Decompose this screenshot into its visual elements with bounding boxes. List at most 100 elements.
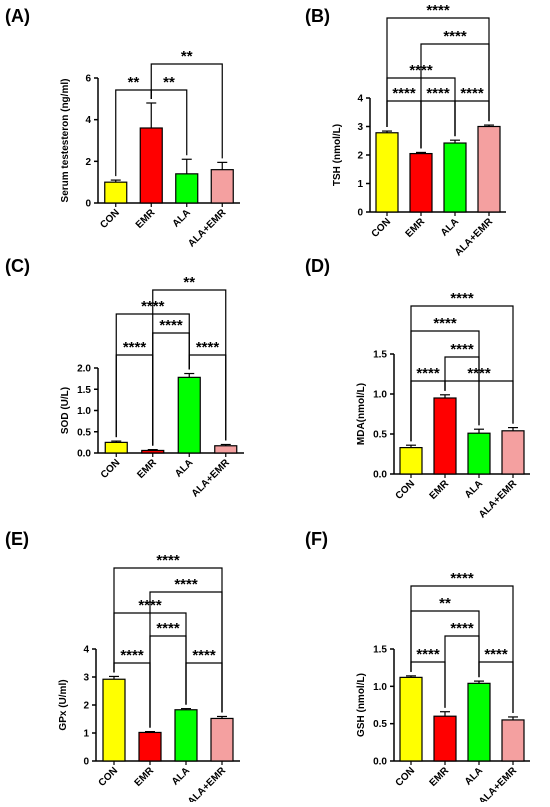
category-label: CON <box>394 765 418 789</box>
y-tick-label: 0.5 <box>373 430 387 441</box>
bar-ala-emr <box>214 445 238 454</box>
bar-ala-emr <box>210 717 234 762</box>
bar-emr <box>141 449 165 454</box>
bar-con <box>104 181 128 204</box>
category-label: ALA <box>463 478 485 500</box>
bar-emr <box>138 731 162 762</box>
panel-label: (B) <box>305 6 330 26</box>
y-tick-label: 0.0 <box>77 449 91 460</box>
significance-label: **** <box>426 2 450 19</box>
bar-emr <box>139 127 163 204</box>
y-tick-label: 0.5 <box>373 719 387 730</box>
y-axis-label: Serum testesteron (ng/ml) <box>60 79 71 203</box>
significance-label: ** <box>128 74 140 91</box>
bar-emr <box>409 152 433 213</box>
category-label: ALA+EMR <box>453 216 496 259</box>
y-tick-label: 0 <box>85 199 91 210</box>
bar-con <box>104 441 128 454</box>
significance-label: ** <box>439 595 451 612</box>
y-tick-label: 2 <box>85 157 91 168</box>
y-axis-label: TSH (nmol/L) <box>332 124 343 186</box>
significance-label: ** <box>181 48 193 65</box>
category-label: CON <box>99 457 123 481</box>
category-label: ALA <box>171 207 193 229</box>
bar-ala <box>467 432 491 475</box>
y-tick-label: 0 <box>357 208 363 219</box>
panel-label: (A) <box>5 6 30 26</box>
significance-label: **** <box>416 646 440 663</box>
y-tick-label: 1.5 <box>373 645 387 656</box>
significance-bracket <box>150 63 223 159</box>
significance-bracket <box>386 17 490 128</box>
y-axis-label: GSH (nmol/L) <box>356 673 367 737</box>
panel-label: (D) <box>305 256 330 276</box>
category-label: ALA+EMR <box>186 765 229 802</box>
category-label: ALA+EMR <box>477 765 520 802</box>
significance-label: **** <box>156 620 180 637</box>
y-tick-label: 4 <box>85 115 91 126</box>
category-label: ALA <box>439 216 461 238</box>
category-label: EMR <box>404 216 428 240</box>
bar-emr <box>433 715 457 762</box>
significance-label: **** <box>174 576 198 593</box>
y-axis-label: SOD (U/L) <box>60 387 71 434</box>
bar-emr <box>433 397 457 475</box>
category-label: CON <box>97 765 121 789</box>
significance-label: **** <box>443 28 467 45</box>
y-axis-label: MDA(nmol/L) <box>356 383 367 445</box>
y-tick-label: 1.0 <box>77 406 91 417</box>
significance-label: **** <box>196 339 220 356</box>
bar-ala-emr <box>501 430 525 475</box>
y-tick-label: 2 <box>357 151 363 162</box>
panel-label: (C) <box>5 256 30 276</box>
category-label: EMR <box>428 478 452 502</box>
significance-bracket <box>152 289 227 446</box>
significance-label: ** <box>183 274 195 291</box>
panel-f: (F) 0.0 0.5 1.0 1.5 GSH (nmol/L) CON EMR ALAALA+… <box>305 529 530 807</box>
significance-label: **** <box>450 290 474 307</box>
significance-bracket <box>113 567 223 713</box>
panel-c: (C) 0.0 0.5 1.0 1.5 2.0 SOD (U/L) CON EMR ALAALA+… <box>5 256 244 500</box>
y-tick-label: 1.5 <box>77 385 91 396</box>
panel-label: (E) <box>5 529 29 549</box>
significance-label: **** <box>433 315 457 332</box>
category-label: ALA <box>463 765 485 787</box>
bar-ala <box>174 709 198 762</box>
y-tick-label: 1.0 <box>373 682 387 693</box>
significance-label: **** <box>392 85 416 102</box>
bar-con <box>102 678 126 762</box>
category-label: ALA+EMR <box>190 457 233 500</box>
y-tick-label: 3 <box>357 122 363 133</box>
significance-bracket <box>115 354 154 446</box>
category-label: EMR <box>134 207 158 231</box>
y-tick-label: 0.5 <box>77 427 91 438</box>
significance-label: **** <box>450 620 474 637</box>
y-tick-label: 0 <box>83 757 89 768</box>
category-label: ALA <box>173 457 195 479</box>
bar-con <box>399 447 423 475</box>
significance-label: **** <box>484 646 508 663</box>
category-label: CON <box>98 207 122 231</box>
category-label: EMR <box>133 765 157 789</box>
bar-ala <box>443 142 467 213</box>
significance-bracket <box>410 585 514 713</box>
y-tick-label: 4 <box>83 645 89 656</box>
significance-label: **** <box>123 339 147 356</box>
significance-label: **** <box>460 85 484 102</box>
bar-ala-emr <box>210 169 234 204</box>
category-label: EMR <box>428 765 452 789</box>
y-tick-label: 1 <box>357 179 363 190</box>
bar-con <box>399 676 423 762</box>
y-tick-label: 6 <box>85 74 91 85</box>
significance-label: **** <box>159 317 183 334</box>
y-tick-label: 4 <box>357 94 363 105</box>
y-tick-label: 1.5 <box>373 350 387 361</box>
y-tick-label: 1 <box>83 729 89 740</box>
bar-ala-emr <box>501 719 525 762</box>
y-tick-label: 1.0 <box>373 390 387 401</box>
category-label: EMR <box>135 457 159 481</box>
bar-ala <box>175 173 199 204</box>
y-tick-label: 3 <box>83 673 89 684</box>
